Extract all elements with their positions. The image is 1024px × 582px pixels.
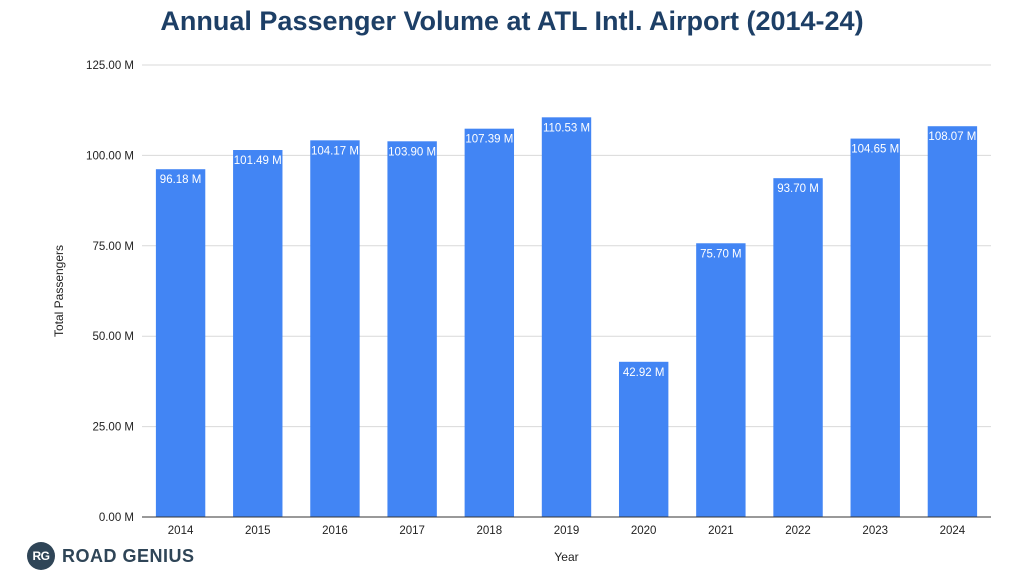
bar-2017 [387,141,437,517]
bar-2016 [310,140,360,517]
x-axis-title: Year [554,550,578,564]
y-tick-label: 50.00 M [92,331,134,343]
x-tick-label-2023: 2023 [862,525,888,537]
x-tick-label-2022: 2022 [785,525,811,537]
data-label-2022: 93.70 M [777,183,819,195]
y-tick-label: 100.00 M [86,150,134,162]
x-tick-label-2014: 2014 [168,525,194,537]
rg-logo-badge: RG [27,542,55,570]
bar-2023 [850,138,900,517]
chart-title: Annual Passenger Volume at ATL Intl. Air… [160,6,864,36]
bar-2020 [618,361,669,517]
data-label-2023: 104.65 M [851,144,899,156]
bar-2018 [464,128,515,517]
x-tick-label-2021: 2021 [708,525,734,537]
bar-2021 [696,243,746,517]
y-axis-title: Total Passengers [52,245,66,337]
logo-wordmark: ROAD GENIUS [62,545,195,566]
data-label-2020: 42.92 M [623,367,665,379]
data-label-2016: 104.17 M [311,145,359,157]
x-axis-ticks: 2014 2015 2016 2017 2018 2019 2020 2021 2022 2023… [168,525,966,537]
data-label-2024: 108.07 M [928,131,976,143]
x-tick-label-2018: 2018 [477,525,503,537]
y-tick-label: 125.00 M [86,60,134,72]
data-labels: 96.18 M 101.49 M 104.17 M 103.90 M 107.39 M 1… [160,122,977,378]
bar-2019 [541,117,592,517]
x-tick-label-2019: 2019 [554,525,580,537]
x-tick-label-2020: 2020 [631,525,657,537]
data-label-2021: 75.70 M [700,248,742,260]
bar-2022 [773,178,823,518]
data-label-2017: 103.90 M [388,146,436,158]
bar-2015 [233,150,283,518]
data-label-2019: 110.53 M [543,122,590,134]
data-label-2018: 107.39 M [465,134,513,146]
bar-2024 [927,126,978,518]
x-tick-label-2016: 2016 [322,525,348,537]
y-tick-label: 0.00 M [99,512,134,524]
data-label-2015: 101.49 M [234,155,282,167]
y-tick-label: 75.00 M [92,241,134,253]
bars [155,117,978,518]
x-tick-label-2015: 2015 [245,525,271,537]
bar-2014 [155,169,206,517]
y-tick-label: 25.00 M [92,422,134,434]
y-axis-ticks: 0.00 M 25.00 M 50.00 M 75.00 M 100.00 M 125.0… [86,60,134,524]
x-tick-label-2024: 2024 [940,525,966,537]
data-label-2014: 96.18 M [160,174,202,186]
road-genius-logo: RG ROAD GENIUS [27,541,195,571]
x-tick-label-2017: 2017 [399,525,425,537]
